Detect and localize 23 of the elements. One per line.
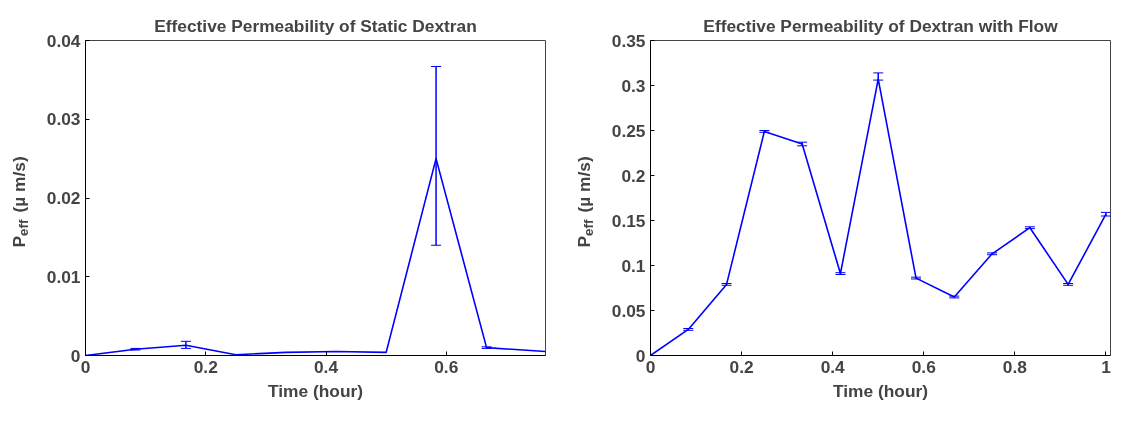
y-tick-label: 0.03 <box>46 109 81 130</box>
y-tick-label: 0.3 <box>621 75 646 96</box>
x-tick-label: 1 <box>1101 356 1112 377</box>
x-tick-label: 0.8 <box>1002 356 1028 377</box>
y-tick-label: 0.01 <box>46 266 81 287</box>
y-tick-label: 0.1 <box>621 255 646 276</box>
y-tick-label: 0.35 <box>611 30 646 51</box>
y-tick-label: 0.02 <box>46 188 81 208</box>
y-tick-label: 0.04 <box>46 30 81 51</box>
y-tick-label: 0.2 <box>621 165 646 186</box>
chart-title: Effective Permeability of Static Dextran <box>154 15 477 36</box>
chart-title: Effective Permeability of Dextran with Flow <box>703 15 1059 36</box>
x-axis-title: Time (hour) <box>833 380 928 401</box>
x-axis-title: Time (hour) <box>268 380 363 401</box>
y-tick-label: 0.15 <box>611 210 646 231</box>
y-tick-label: 0.25 <box>611 120 646 141</box>
x-tick-label: 0.2 <box>729 356 754 377</box>
x-tick-label: 0.6 <box>911 356 937 377</box>
x-tick-label: 0.6 <box>434 356 459 377</box>
x-tick-label: 0.2 <box>193 356 218 377</box>
y-tick-label: 0.05 <box>611 300 646 321</box>
x-tick-label: 0.4 <box>820 356 846 377</box>
x-tick-label: 0.4 <box>313 356 339 377</box>
